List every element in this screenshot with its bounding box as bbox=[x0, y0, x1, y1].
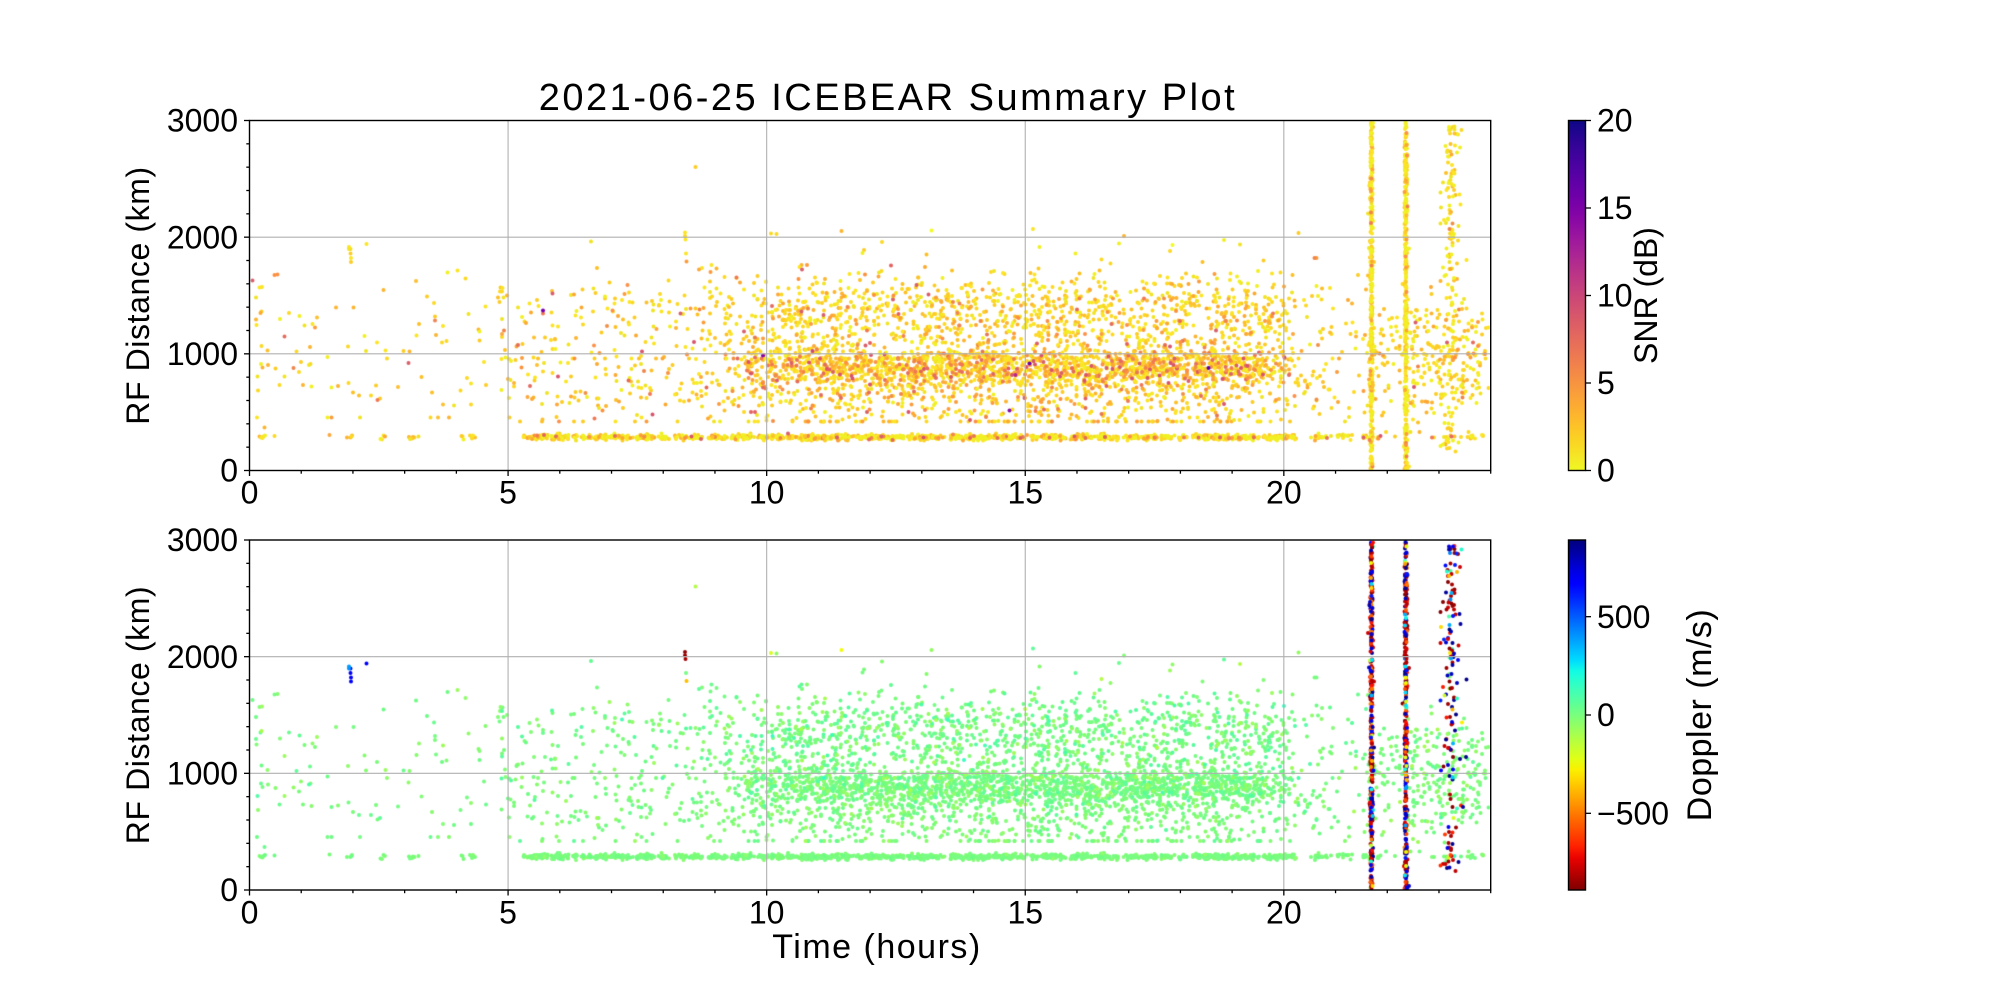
svg-text:20: 20 bbox=[1266, 475, 1302, 511]
svg-text:Doppler (m/s): Doppler (m/s) bbox=[1681, 609, 1719, 821]
svg-text:2000: 2000 bbox=[167, 219, 238, 255]
svg-text:0: 0 bbox=[1597, 697, 1615, 733]
svg-text:10: 10 bbox=[749, 895, 785, 931]
svg-text:20: 20 bbox=[1266, 895, 1302, 931]
svg-text:3000: 3000 bbox=[167, 103, 238, 139]
svg-text:5: 5 bbox=[499, 475, 517, 511]
svg-text:15: 15 bbox=[1007, 475, 1043, 511]
svg-text:5: 5 bbox=[1597, 365, 1615, 401]
svg-text:0: 0 bbox=[220, 453, 238, 489]
svg-text:−500: −500 bbox=[1597, 796, 1669, 832]
svg-text:2021-06-25 ICEBEAR Summary Plo: 2021-06-25 ICEBEAR Summary Plot bbox=[539, 77, 1237, 119]
svg-text:20: 20 bbox=[1597, 103, 1633, 139]
svg-text:1000: 1000 bbox=[167, 336, 238, 372]
svg-text:3000: 3000 bbox=[167, 522, 238, 558]
svg-text:RF Distance (km): RF Distance (km) bbox=[120, 166, 156, 425]
svg-text:RF Distance (km): RF Distance (km) bbox=[120, 586, 156, 845]
svg-text:Time (hours): Time (hours) bbox=[772, 928, 981, 966]
svg-text:2000: 2000 bbox=[167, 639, 238, 675]
svg-text:0: 0 bbox=[220, 872, 238, 908]
svg-text:1000: 1000 bbox=[167, 756, 238, 792]
svg-text:SNR (dB): SNR (dB) bbox=[1628, 227, 1664, 364]
svg-text:15: 15 bbox=[1007, 895, 1043, 931]
svg-text:0: 0 bbox=[1597, 453, 1615, 489]
svg-text:10: 10 bbox=[749, 475, 785, 511]
svg-text:5: 5 bbox=[499, 895, 517, 931]
svg-text:0: 0 bbox=[241, 475, 259, 511]
svg-text:15: 15 bbox=[1597, 190, 1633, 226]
svg-text:500: 500 bbox=[1597, 599, 1650, 635]
svg-text:10: 10 bbox=[1597, 278, 1633, 314]
svg-text:0: 0 bbox=[241, 895, 259, 931]
